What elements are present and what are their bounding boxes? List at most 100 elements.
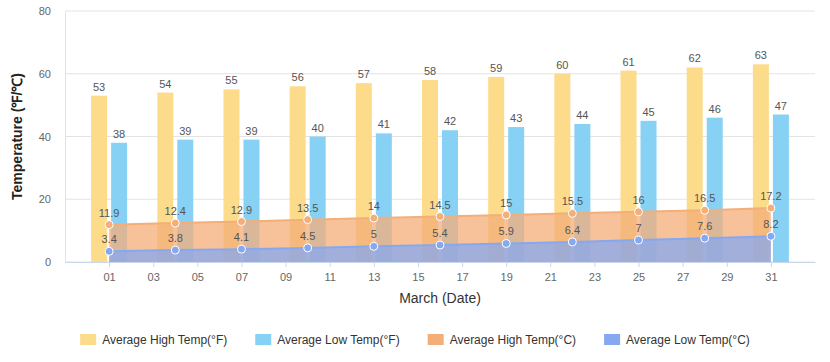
x-tick-label: 25 xyxy=(633,271,645,283)
bar-label: 56 xyxy=(292,71,304,83)
point-label: 6.4 xyxy=(565,224,580,236)
point xyxy=(105,247,113,255)
area xyxy=(109,208,771,262)
bar-label: 40 xyxy=(312,122,324,134)
legend-swatch xyxy=(604,334,620,345)
x-tick: 31 xyxy=(765,262,777,283)
point xyxy=(105,221,113,229)
point xyxy=(171,246,179,254)
point xyxy=(237,218,245,226)
x-tick-label: 01 xyxy=(103,271,115,283)
x-tick: 25 xyxy=(633,262,645,283)
x-tick-label: 15 xyxy=(412,271,424,283)
bar-label: 42 xyxy=(444,115,456,127)
bar-label: 44 xyxy=(576,109,588,121)
x-tick-label: 27 xyxy=(677,271,689,283)
x-tick-mark xyxy=(153,262,154,267)
point xyxy=(370,242,378,250)
x-tick: 07 xyxy=(236,262,248,283)
legend-label: Average Low Temp(°F) xyxy=(277,333,399,347)
point-label: 12.9 xyxy=(231,204,252,216)
point-label: 16 xyxy=(632,194,644,206)
bar-label: 41 xyxy=(378,118,390,130)
y-axis-line xyxy=(65,12,66,263)
x-tick-label: 21 xyxy=(545,271,557,283)
x-tick-label: 05 xyxy=(192,271,204,283)
x-tick-label: 13 xyxy=(368,271,380,283)
y-tick: 60 xyxy=(39,68,65,80)
x-tick-label: 19 xyxy=(501,271,513,283)
legend: Average High Temp(°F) Average Low Temp(°F… xyxy=(80,333,750,347)
point-label: 14.5 xyxy=(429,199,450,211)
x-tick-label: 09 xyxy=(280,271,292,283)
bar-label: 57 xyxy=(358,68,370,80)
y-tick: 40 xyxy=(39,131,65,143)
x-tick-label: 17 xyxy=(456,271,468,283)
x-tick-mark xyxy=(330,262,331,267)
x-tick-mark xyxy=(197,262,198,267)
bar xyxy=(773,115,789,262)
point-label: 14 xyxy=(368,200,380,212)
bar-label: 39 xyxy=(179,125,191,137)
legend-label: Average High Temp(°F) xyxy=(102,333,227,347)
point xyxy=(237,245,245,253)
x-tick: 03 xyxy=(148,262,160,283)
point-label: 4.5 xyxy=(300,230,315,242)
legend-label: Average Low Temp(°C) xyxy=(626,333,750,347)
x-tick: 17 xyxy=(456,262,468,283)
line xyxy=(109,208,771,225)
point-label: 5.9 xyxy=(499,225,514,237)
point-label: 13.5 xyxy=(297,202,318,214)
x-tick-mark xyxy=(771,262,772,267)
x-axis-line xyxy=(66,262,816,263)
x-tick-label: 11 xyxy=(324,271,335,283)
point-label: 4.1 xyxy=(234,231,249,243)
legend-item: Average Low Temp(°C) xyxy=(604,333,750,347)
legend-label: Average High Temp(°C) xyxy=(450,333,576,347)
point-label: 5.4 xyxy=(432,227,447,239)
x-tick: 15 xyxy=(412,262,424,283)
point xyxy=(701,206,709,214)
grid-line xyxy=(65,11,815,12)
x-axis-title: March (Date) xyxy=(399,290,481,306)
x-tick-label: 31 xyxy=(765,271,777,283)
y-tick: 20 xyxy=(39,193,65,205)
x-tick-label: 23 xyxy=(589,271,601,283)
y-tick-label: 80 xyxy=(39,5,51,17)
data-labels: 5354555657585960616263383939404142434445… xyxy=(93,49,787,245)
point xyxy=(502,211,510,219)
bar-label: 58 xyxy=(424,65,436,77)
point-label: 16.5 xyxy=(694,192,715,204)
x-tick-mark xyxy=(727,262,728,267)
point xyxy=(635,236,643,244)
point-label: 11.9 xyxy=(99,207,120,219)
point xyxy=(370,214,378,222)
bar-label: 55 xyxy=(225,74,237,86)
y-tick: 0 xyxy=(45,256,65,268)
point xyxy=(502,239,510,247)
bar-label: 46 xyxy=(709,103,721,115)
point-label: 17.2 xyxy=(760,190,781,202)
bar-label: 62 xyxy=(689,52,701,64)
x-tick-mark xyxy=(286,262,287,267)
x-tick-label: 07 xyxy=(236,271,248,283)
bar-label: 53 xyxy=(93,81,105,93)
legend-swatch xyxy=(428,334,444,345)
y-axis-title: Temperature (℉/℃) xyxy=(9,73,25,200)
point xyxy=(767,232,775,240)
x-tick-mark xyxy=(594,262,595,267)
bar-label: 45 xyxy=(642,106,654,118)
y-tick-label: 0 xyxy=(45,256,51,268)
y-tick-label: 60 xyxy=(39,68,51,80)
point xyxy=(635,208,643,216)
point xyxy=(304,244,312,252)
point xyxy=(304,216,312,224)
point xyxy=(436,213,444,221)
x-tick: 05 xyxy=(192,262,204,283)
x-tick-mark xyxy=(241,262,242,267)
x-tick-mark xyxy=(109,262,110,267)
x-tick: 19 xyxy=(501,262,513,283)
x-tick: 11 xyxy=(324,262,335,283)
bar-label: 61 xyxy=(622,56,634,68)
point xyxy=(171,219,179,227)
